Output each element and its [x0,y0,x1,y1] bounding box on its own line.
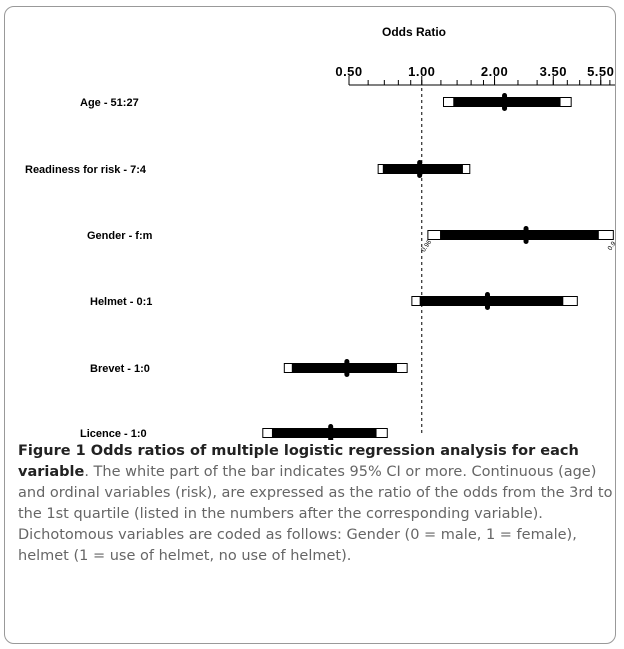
odds-ratio-point [502,93,508,111]
axis-title: Odds Ratio [382,25,446,39]
forest-row: Readiness for risk - 7:4 [25,160,471,178]
ci-annotation-label: 0.9 [607,240,618,252]
forest-row: Gender - f:m [87,226,614,244]
odds-ratio-point [328,424,334,440]
x-axis: 0.50 1.00 2.00 3.50 5.50 [335,64,615,86]
axis-tick-label: 1.00 [408,64,435,79]
odds-ratio-point [523,226,529,244]
odds-ratio-point [484,292,490,310]
row-label: Licence - 1:0 [80,428,147,440]
forest-row: Helmet - 0:1 [90,292,578,310]
figure-frame [4,6,616,644]
ci-inner-bar [440,230,599,240]
row-label: Gender - f:m [87,230,153,242]
axis-tick-label: 2.00 [481,64,508,79]
row-label: Brevet - 1:0 [90,363,150,375]
ci-inner-bar [382,164,463,174]
ci-inner-bar [271,428,377,438]
forest-plot: Odds Ratio 0.50 1.00 2.00 3.50 5.50 Age - 51… [25,25,618,440]
odds-ratio-point [417,160,423,178]
odds-ratio-point [344,359,350,377]
rows-group: Age - 51:27 Readiness for risk - 7:4 Gende… [25,93,618,440]
ci-inner-bar [419,296,564,306]
row-label: Readiness for risk - 7:4 [25,164,147,176]
forest-row: Licence - 1:0 [80,424,388,440]
caption-text: . The white part of the bar indicates 95… [18,464,613,564]
forest-row: Brevet - 1:0 [90,359,408,377]
figure-caption: Figure 1 Odds ratios of multiple logisti… [18,441,616,567]
row-label: Helmet - 0:1 [90,296,152,308]
forest-row: Age - 51:27 [80,93,572,111]
row-label: Age - 51:27 [80,97,139,109]
caption-title: Figure 1 Odds ratios of multiple logisti… [18,443,579,480]
axis-tick-label: 5.50 [587,64,614,79]
axis-tick-label: 0.50 [335,64,362,79]
axis-tick-label: 3.50 [540,64,567,79]
